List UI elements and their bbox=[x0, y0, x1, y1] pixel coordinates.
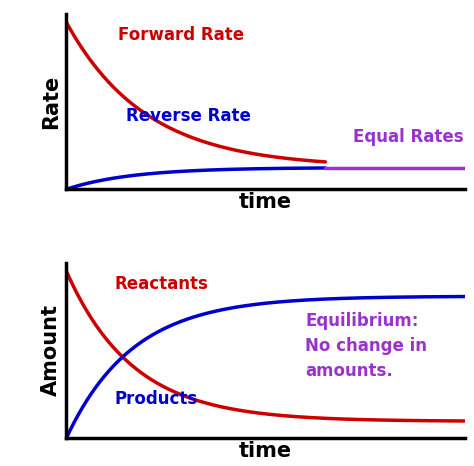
Text: Equilibrium:
No change in
amounts.: Equilibrium: No change in amounts. bbox=[305, 312, 427, 380]
Text: Reactants: Reactants bbox=[114, 275, 208, 293]
X-axis label: time: time bbox=[239, 192, 292, 212]
Y-axis label: Rate: Rate bbox=[41, 75, 61, 129]
Text: Products: Products bbox=[114, 391, 197, 409]
X-axis label: time: time bbox=[239, 441, 292, 461]
Text: Equal Rates: Equal Rates bbox=[353, 128, 464, 146]
Text: Forward Rate: Forward Rate bbox=[118, 26, 244, 44]
Text: Reverse Rate: Reverse Rate bbox=[126, 107, 251, 124]
Y-axis label: Amount: Amount bbox=[41, 304, 61, 397]
